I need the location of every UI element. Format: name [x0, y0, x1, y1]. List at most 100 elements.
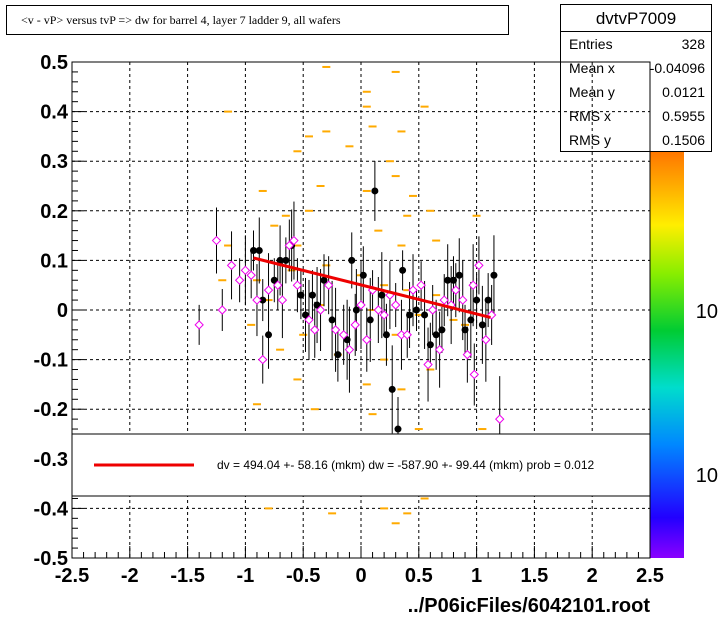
histogram-cell — [264, 507, 273, 510]
data-point-diamond — [468, 280, 478, 290]
data-point-filled — [359, 271, 367, 279]
data-point-diamond — [427, 305, 438, 315]
data-point-diamond — [402, 330, 412, 340]
data-point-diamond — [194, 320, 204, 330]
histogram-cell — [304, 209, 313, 212]
data-point-diamond — [439, 295, 449, 305]
color-palette — [650, 152, 684, 558]
data-point-diamond — [323, 280, 334, 290]
data-point-filled — [455, 271, 463, 279]
data-point-filled — [432, 331, 440, 339]
legend-box: dv = 494.04 +- 58.16 (mkm) dw = -587.90 … — [71, 433, 651, 497]
histogram-cell — [420, 105, 429, 108]
histogram-cell — [310, 408, 319, 411]
y-tick-label: -0.2 — [34, 399, 68, 421]
data-point-filled — [399, 266, 407, 274]
histogram-cell — [368, 125, 377, 128]
palette-label: 10 — [696, 465, 718, 487]
data-point-diamond — [350, 320, 360, 330]
histogram-cell — [362, 90, 371, 93]
data-point-filled — [461, 326, 469, 334]
data-point-diamond — [338, 330, 349, 340]
data-point-diamond — [356, 300, 366, 310]
histogram-cell — [391, 70, 400, 73]
histogram-cell — [258, 189, 267, 192]
histogram-cell — [403, 512, 412, 515]
data-point-diamond — [423, 359, 433, 370]
stats-name: dvtvP7009 — [561, 5, 711, 32]
x-tick-label: -1.5 — [170, 565, 204, 587]
x-tick-label: 2 — [587, 565, 598, 587]
histogram-cell — [322, 264, 331, 267]
histogram-cell — [391, 522, 400, 525]
data-point-diamond — [263, 285, 274, 295]
histogram-cell — [380, 284, 389, 287]
data-point-diamond — [277, 295, 288, 305]
data-point-diamond — [408, 285, 418, 295]
data-markers — [194, 160, 505, 463]
data-point-diamond — [289, 235, 299, 246]
data-point-filled — [320, 276, 328, 284]
data-point-diamond — [292, 280, 303, 290]
histogram-cell — [403, 214, 412, 217]
data-point-filled — [378, 291, 386, 299]
data-point-filled — [348, 256, 356, 264]
histogram-cell — [276, 348, 285, 351]
data-point-diamond — [416, 280, 426, 290]
histogram-cell — [385, 160, 394, 163]
y-tick-label: 0.3 — [40, 151, 68, 173]
stats-label: Entries — [569, 36, 613, 52]
data-point-diamond — [217, 305, 227, 315]
stats-label: RMS y — [569, 132, 611, 148]
data-point-diamond — [240, 265, 251, 276]
histogram-cell — [391, 175, 400, 178]
y-tick-label: -0.4 — [34, 498, 69, 520]
stats-value: 0.5955 — [662, 108, 705, 124]
data-point-filled — [352, 306, 360, 314]
data-point-diamond — [390, 300, 401, 310]
y-tick-label: -0.3 — [34, 449, 68, 471]
x-tick-label: 1 — [471, 565, 482, 587]
y-tick-label: -0.1 — [34, 350, 68, 372]
data-point-diamond — [273, 280, 283, 290]
data-point-diamond — [246, 270, 256, 280]
data-point-diamond — [315, 305, 326, 315]
data-point-diamond — [434, 344, 445, 355]
data-point-diamond — [474, 260, 484, 271]
data-point-filled — [438, 326, 446, 334]
x-tick-label: 1.5 — [520, 565, 548, 587]
histogram-cell — [362, 189, 371, 192]
histogram-cell — [426, 368, 435, 371]
stats-value: 0.0121 — [662, 84, 705, 100]
data-point-filled — [259, 296, 267, 304]
footer-filename: ../P06icFiles/6042101.root — [407, 595, 650, 617]
data-point-diamond — [211, 235, 222, 246]
data-point-filled — [444, 276, 452, 284]
histogram-cell — [362, 105, 371, 108]
stats-row-entries: Entries 328 — [561, 32, 711, 56]
data-point-diamond — [469, 369, 479, 380]
data-point-diamond — [462, 349, 473, 360]
histogram-cell — [316, 185, 325, 187]
data-point-filled — [366, 316, 374, 324]
histogram-cells — [218, 65, 487, 525]
histogram-cell — [252, 403, 261, 406]
data-point-filled — [255, 246, 263, 254]
histogram-cell — [299, 333, 308, 336]
histogram-cell — [345, 145, 354, 148]
data-point-filled — [406, 311, 414, 319]
histogram-cell — [224, 244, 233, 247]
data-point-diamond — [495, 414, 505, 424]
data-point-filled — [421, 311, 429, 319]
histogram-cell — [449, 318, 458, 321]
histogram-cell — [432, 239, 441, 242]
data-point-diamond — [304, 315, 314, 325]
histogram-cell — [432, 294, 441, 297]
histogram-cell — [224, 110, 233, 113]
histogram-cell — [293, 244, 302, 247]
y-tick-label: 0.1 — [40, 250, 68, 272]
y-tick-label: 0.2 — [40, 201, 68, 223]
data-point-filled — [490, 271, 498, 279]
histogram-cell — [391, 333, 400, 336]
data-point-filled — [313, 301, 321, 309]
